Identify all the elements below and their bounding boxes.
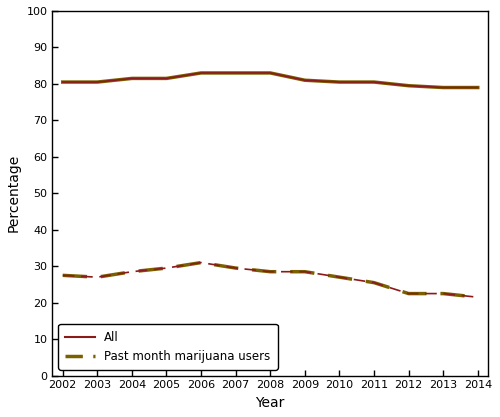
Past month marijuana users	[440, 291, 446, 296]
Past month marijuana users	[94, 275, 100, 280]
All	[440, 85, 446, 90]
Past month marijuana users	[129, 269, 135, 274]
Line: Past month marijuana users: Past month marijuana users	[62, 263, 478, 297]
All	[336, 80, 342, 85]
All	[406, 83, 411, 88]
Past month marijuana users	[371, 280, 377, 285]
Past month marijuana users	[475, 295, 481, 300]
All	[232, 70, 238, 75]
All	[129, 76, 135, 81]
Legend: All, Past month marijuana users: All, Past month marijuana users	[58, 324, 278, 370]
X-axis label: Year: Year	[256, 396, 285, 410]
Line: All: All	[62, 73, 478, 88]
Past month marijuana users	[60, 273, 66, 278]
All	[475, 85, 481, 90]
All	[94, 80, 100, 85]
All	[268, 70, 274, 75]
All	[164, 76, 170, 81]
All	[302, 78, 308, 83]
All	[371, 80, 377, 85]
Past month marijuana users	[406, 291, 411, 296]
Y-axis label: Percentage: Percentage	[7, 154, 21, 232]
Past month marijuana users	[198, 260, 204, 265]
All	[198, 70, 204, 75]
Past month marijuana users	[336, 275, 342, 280]
Past month marijuana users	[164, 266, 170, 271]
Past month marijuana users	[232, 266, 238, 271]
All	[60, 80, 66, 85]
Past month marijuana users	[302, 269, 308, 274]
Past month marijuana users	[268, 269, 274, 274]
